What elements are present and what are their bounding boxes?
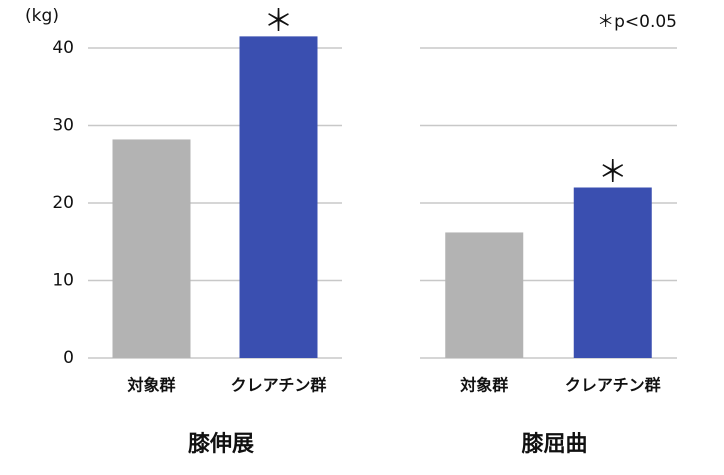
x-tick-label: クレアチン群 (231, 376, 327, 395)
y-tick-label: 10 (52, 271, 74, 291)
y-tick-label: 30 (52, 116, 74, 136)
y-tick-label: 0 (63, 348, 74, 368)
panel-title: 膝屈曲 (521, 432, 587, 457)
significance-marker: ＊ (598, 155, 628, 190)
bar (239, 36, 318, 358)
x-tick-label: 対象群 (459, 376, 508, 395)
significance-marker: ＊ (264, 4, 294, 39)
bar (573, 187, 652, 358)
x-tick-label: クレアチン群 (565, 376, 661, 395)
y-tick-label: 40 (52, 38, 74, 58)
significance-note: ＊p<0.05 (597, 12, 677, 32)
x-tick-label: 対象群 (126, 376, 175, 395)
bar (112, 139, 191, 358)
y-tick-label: 20 (52, 193, 74, 213)
y-axis-label: (kg) (25, 6, 59, 26)
bar (445, 232, 524, 358)
panel-title: 膝伸展 (188, 432, 254, 457)
